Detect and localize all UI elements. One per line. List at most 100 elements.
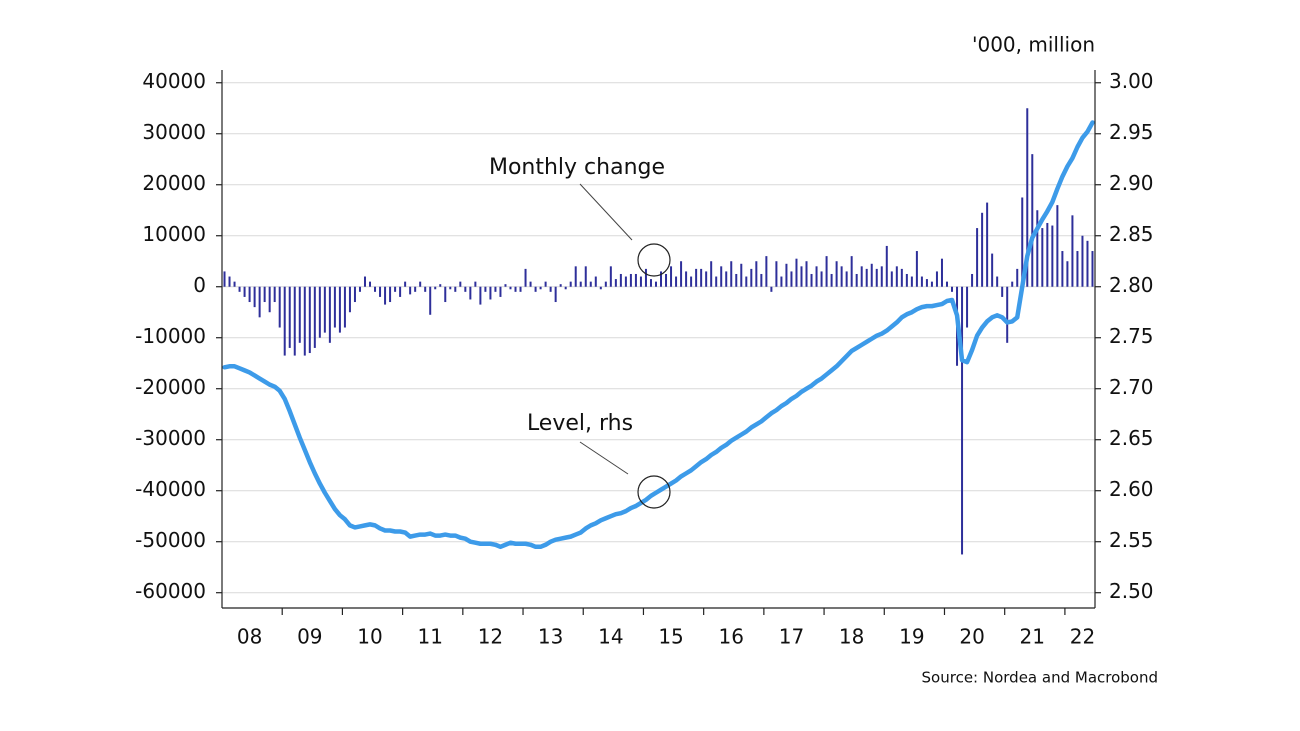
bar <box>981 212 984 287</box>
y2-tick-label: 2.60 <box>1109 477 1154 501</box>
bar <box>1086 240 1089 287</box>
bar <box>469 286 472 300</box>
bar <box>735 273 738 287</box>
bar <box>825 256 828 287</box>
y-tick-label: 40000 <box>142 69 206 93</box>
bar <box>1006 286 1009 343</box>
y-tick-label: 20000 <box>142 171 206 195</box>
bar <box>484 286 487 292</box>
bar <box>499 286 502 297</box>
bar <box>514 286 517 292</box>
bar <box>890 271 893 287</box>
bar <box>951 286 954 292</box>
annotation-circle <box>637 475 671 509</box>
annotation-circle <box>637 243 671 277</box>
bar <box>925 279 928 287</box>
bar <box>1076 251 1079 287</box>
bar <box>855 273 858 287</box>
bar <box>695 268 698 287</box>
bar <box>835 261 838 287</box>
bar <box>705 271 708 287</box>
bar <box>358 286 361 292</box>
y-tick-label: -10000 <box>135 324 206 348</box>
bar <box>258 286 261 318</box>
bar <box>243 286 246 297</box>
bar <box>273 286 276 303</box>
bar <box>238 286 241 292</box>
y2-tick-label: 2.75 <box>1109 324 1154 348</box>
x-tick-label: 10 <box>357 625 382 649</box>
bar <box>569 281 572 287</box>
bar <box>800 266 803 287</box>
bar <box>308 286 311 354</box>
bar <box>815 266 818 287</box>
bar <box>399 286 402 297</box>
bar <box>680 261 683 287</box>
bar <box>639 276 642 287</box>
bar <box>660 271 663 287</box>
bar <box>338 286 341 333</box>
bar <box>1001 286 1004 297</box>
bar <box>353 286 356 303</box>
bar <box>945 281 948 287</box>
bar <box>248 286 251 303</box>
bar <box>991 253 994 287</box>
bar <box>634 273 637 287</box>
bar <box>293 286 296 356</box>
bar <box>1011 281 1014 287</box>
x-tick-label: 17 <box>779 625 804 649</box>
bar <box>564 286 567 290</box>
bar <box>810 273 813 287</box>
bar <box>549 286 552 292</box>
bar <box>745 276 748 287</box>
bar <box>986 202 989 287</box>
y2-tick-label: 2.85 <box>1109 222 1154 246</box>
y-tick-label: -60000 <box>135 579 206 603</box>
bar <box>710 261 713 287</box>
bar <box>509 286 512 290</box>
bar <box>976 228 979 287</box>
bar <box>1046 222 1049 287</box>
y2-tick-label: 2.65 <box>1109 426 1154 450</box>
bar <box>920 276 923 287</box>
bar <box>539 286 542 290</box>
x-tick-label: 12 <box>478 625 503 649</box>
bar <box>429 286 432 315</box>
bar <box>820 271 823 287</box>
bar <box>389 286 392 303</box>
bar <box>323 286 326 333</box>
bar <box>654 281 657 287</box>
bar <box>830 273 833 287</box>
y-tick-label: 10000 <box>142 222 206 246</box>
bar <box>930 281 933 287</box>
bar <box>665 273 668 287</box>
bar <box>900 268 903 287</box>
bar <box>303 286 306 356</box>
bar <box>253 286 256 308</box>
bar <box>1026 108 1029 287</box>
y-tick-label: 30000 <box>142 120 206 144</box>
bar <box>288 286 291 348</box>
bar <box>720 266 723 287</box>
bar <box>880 266 883 287</box>
x-tick-label: 08 <box>237 625 262 649</box>
bar <box>283 286 286 356</box>
bar <box>504 284 507 287</box>
bar <box>474 281 477 287</box>
bar <box>775 261 778 287</box>
bar <box>584 266 587 287</box>
unit-label: '000, million <box>972 33 1095 57</box>
bar <box>494 286 497 292</box>
bar <box>419 281 422 287</box>
bar <box>1021 197 1024 287</box>
bar <box>805 261 808 287</box>
bar <box>644 268 647 287</box>
bar <box>865 268 868 287</box>
bar <box>544 281 547 287</box>
bar <box>519 286 522 292</box>
y2-tick-label: 2.50 <box>1109 579 1154 603</box>
bar <box>885 245 888 287</box>
bar <box>604 281 607 287</box>
bar <box>624 276 627 287</box>
bar <box>1051 225 1054 287</box>
